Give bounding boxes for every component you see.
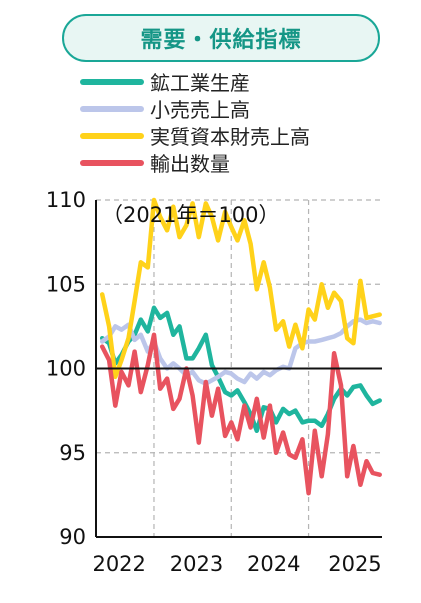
legend-label-3: 輸出数量	[150, 152, 230, 176]
y-tick-label-2: 100	[46, 357, 86, 381]
axis-layer: 90 95 100 105 110 2022 2023 2024 2025	[46, 188, 382, 576]
series-line-3	[99, 332, 382, 496]
legend-item-1: 小売売上高	[80, 95, 310, 122]
legend-item-3: 輸出数量	[80, 149, 310, 176]
unit-note: （2021年＝100）	[102, 203, 280, 227]
legend-item-0: 鉱工業生産	[80, 68, 310, 95]
x-tick-label-3: 2025	[328, 552, 381, 576]
legend-label-2: 実質資本財売上高	[150, 125, 310, 149]
legend-swatch-2	[80, 132, 144, 139]
y-tick-label-3: 105	[46, 272, 86, 296]
legend-swatch-3	[80, 159, 144, 166]
legend-item-2: 実質資本財売上高	[80, 122, 310, 149]
series-line-0	[99, 305, 382, 434]
series-line-2	[99, 197, 382, 380]
y-tick-label-1: 95	[59, 441, 86, 465]
y-tick-label-4: 110	[46, 188, 86, 212]
x-tick-label-1: 2023	[170, 552, 223, 576]
x-tick-label-2: 2024	[247, 552, 300, 576]
legend-label-0: 鉱工業生産	[150, 71, 250, 95]
legend: 鉱工業生産 小売売上高 実質資本財売上高 輸出数量	[80, 68, 310, 176]
x-tick-label-0: 2022	[92, 552, 145, 576]
legend-swatch-1	[80, 105, 144, 112]
chart-title: 需要・供給指標	[140, 28, 302, 53]
legend-swatch-0	[80, 78, 144, 85]
legend-label-1: 小売売上高	[150, 98, 250, 122]
series-layer	[99, 197, 382, 496]
chart-title-pill: 需要・供給指標	[62, 14, 380, 62]
y-tick-label-0: 90	[59, 525, 86, 549]
